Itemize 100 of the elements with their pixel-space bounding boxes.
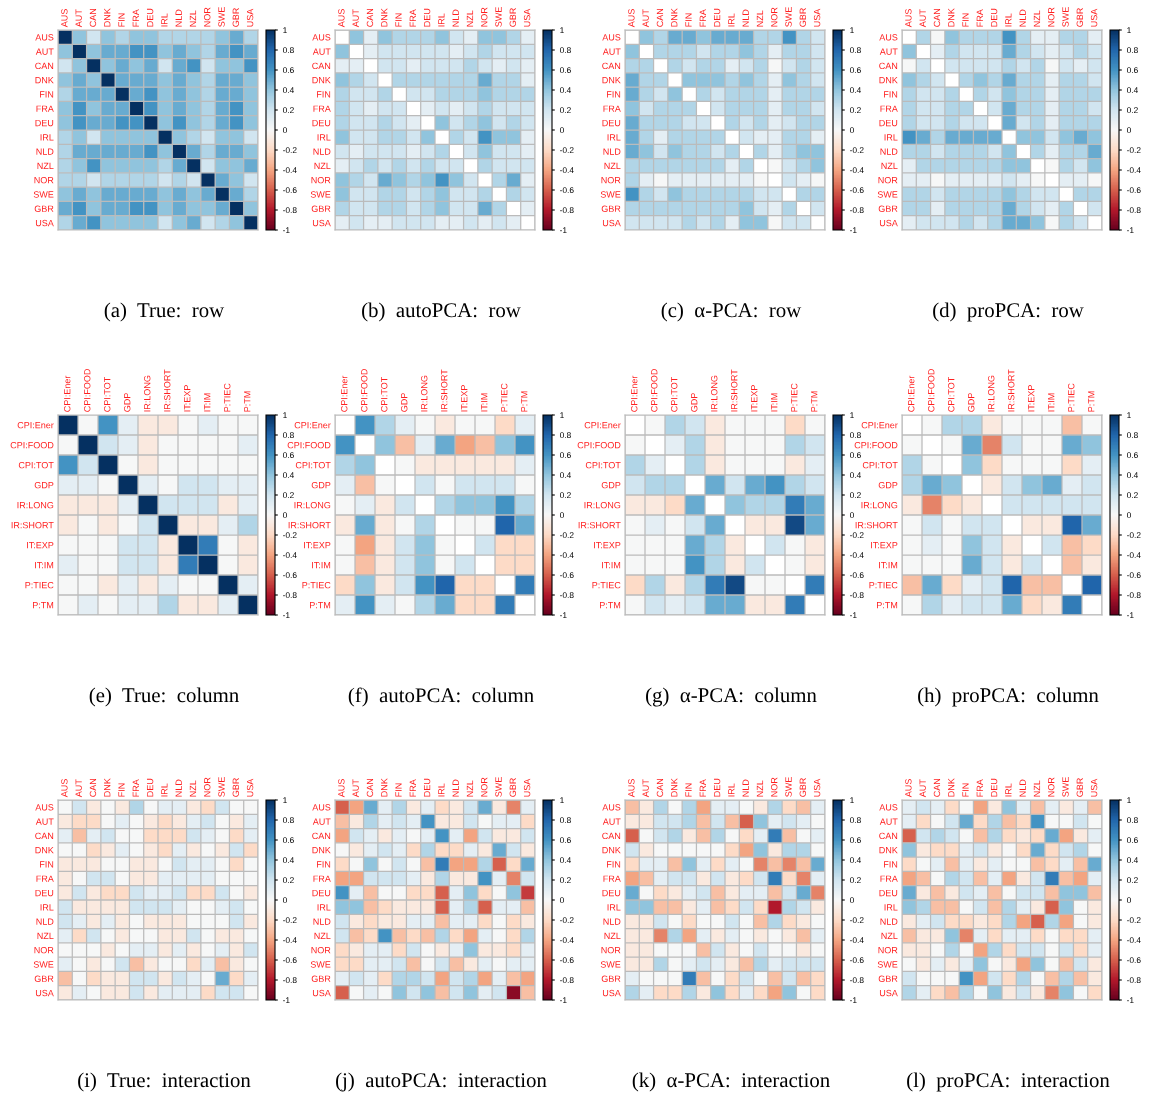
y-tick-label: SWE <box>33 191 54 198</box>
y-tick-label: NZL <box>604 162 621 169</box>
x-tick-label: P:TIEC <box>791 383 798 412</box>
y-tick-label: FIN <box>40 91 54 98</box>
y-tick-label: NLD <box>313 918 331 925</box>
color-bar-label: 0.6 <box>849 67 861 74</box>
x-tick-label: DEU <box>423 778 431 797</box>
y-tick-label: SWE <box>877 191 898 198</box>
y-tick-label: NLD <box>36 148 54 155</box>
y-tick-label: DNK <box>312 77 331 84</box>
color-bar-label: -0.8 <box>850 977 864 984</box>
y-tick-label: CPI:Ener <box>584 421 621 429</box>
color-bar-label: -0.8 <box>850 207 864 214</box>
y-tick-label: P:TM <box>877 602 898 609</box>
y-tick-label: P:TIEC <box>25 581 54 589</box>
y-tick-label: CAN <box>35 62 54 70</box>
x-tick-label: AUS <box>338 9 345 28</box>
y-tick-label: IR:LONG <box>584 501 621 509</box>
y-tick-label: FIN <box>884 91 898 98</box>
y-tick-label: IRL <box>884 134 898 141</box>
y-tick-label: FRA <box>313 875 331 882</box>
y-tick-label: FRA <box>36 875 54 882</box>
x-tick-label: AUT <box>75 779 82 798</box>
y-tick-label: AUS <box>602 34 621 41</box>
x-tick-label: IR:LONG <box>988 375 995 412</box>
y-tick-label: P:TM <box>33 602 54 609</box>
x-tick-label: DNK <box>381 8 388 27</box>
x-tick-label: SWE <box>218 777 225 797</box>
x-tick-label: CPI:FOOD <box>928 369 935 412</box>
x-tick-label: NLD <box>452 779 459 797</box>
y-tick-label: USA <box>312 219 331 227</box>
x-tick-label: CPI:FOOD <box>651 369 658 412</box>
text: (c) α-PCA: row <box>661 302 802 322</box>
x-tick-label: GDP <box>401 393 408 412</box>
y-tick-label: CPI:TOT <box>295 461 331 469</box>
x-tick-label: GDP <box>691 393 698 412</box>
x-tick-label: NZL <box>189 10 197 27</box>
x-tick-label: P:TM <box>521 391 528 412</box>
x-tick-label: CAN <box>89 778 97 797</box>
color-bar-label: -0.4 <box>560 937 574 944</box>
x-tick-label: IR:SHORT <box>441 369 448 412</box>
y-tick-label: AUS <box>602 804 621 811</box>
color-bar-label: 0.6 <box>1126 67 1138 74</box>
color-bar-label: -0.2 <box>1127 917 1141 924</box>
color-bar-label: -1 <box>850 997 857 1004</box>
y-tick-label: NOR <box>878 946 898 954</box>
y-tick-label: USA <box>35 219 54 227</box>
y-tick-label: DEU <box>879 889 898 897</box>
y-tick-label: DEU <box>879 119 898 127</box>
x-tick-label: GBR <box>232 778 239 797</box>
x-tick-label: USA <box>246 778 254 797</box>
x-tick-label: DEU <box>990 778 998 797</box>
color-bar-label: 0.2 <box>282 492 294 499</box>
y-tick-label: NLD <box>880 148 898 155</box>
x-tick-label: IT:EXP <box>751 385 758 412</box>
y-tick-label: IT:IM <box>879 562 898 569</box>
color-bar-label: 0.4 <box>849 87 861 94</box>
color-bar-label: 0.2 <box>1126 107 1138 114</box>
color-bar-label: -0.4 <box>283 937 297 944</box>
y-tick-label: AUS <box>312 34 331 41</box>
x-tick-label: P:TIEC <box>1068 383 1075 412</box>
color-bar-label: -0.8 <box>1127 977 1141 984</box>
x-tick-label: FIN <box>118 783 125 797</box>
y-tick-label: GBR <box>34 975 54 982</box>
color-bar-label: 0 <box>282 512 287 519</box>
y-tick-label: AUT <box>879 818 898 825</box>
x-tick-label: IR:LONG <box>711 375 718 412</box>
text: (l) proPCA: interaction <box>907 1072 1110 1092</box>
x-tick-label: SWE <box>495 7 502 27</box>
x-tick-label: CAN <box>656 8 664 27</box>
color-bar-label: 0 <box>559 127 564 134</box>
y-tick-label: GDP <box>34 481 54 489</box>
x-tick-label: NLD <box>1019 9 1026 27</box>
y-tick-label: CPI:Ener <box>294 421 331 429</box>
x-tick-label: USA <box>523 8 531 27</box>
color-bar-label: -0.4 <box>1127 167 1141 174</box>
x-tick-label: GBR <box>232 8 239 27</box>
x-tick-label: AUS <box>61 9 68 28</box>
x-tick-label: AUS <box>628 9 635 28</box>
color-bar-label: 0.8 <box>1126 817 1138 824</box>
color-bar-label: -0.6 <box>1127 957 1141 964</box>
x-tick-label: CPI:TOT <box>948 376 955 412</box>
color-bar-label: 0.8 <box>849 432 861 439</box>
y-tick-label: AUT <box>312 48 331 55</box>
color-bar-label: 1 <box>1127 797 1131 804</box>
color-bar-label: 0.4 <box>282 472 294 479</box>
color-bar-label: 0.6 <box>1126 452 1138 459</box>
y-tick-label: AUT <box>312 818 331 825</box>
color-bar-label: -0.6 <box>283 957 297 964</box>
x-tick-label: DNK <box>671 778 678 797</box>
y-tick-label: NOR <box>311 176 331 184</box>
x-tick-label: SWE <box>218 7 225 27</box>
color-bar-label: -1 <box>283 997 290 1004</box>
x-tick-label: IRL <box>161 783 168 797</box>
x-tick-label: FIN <box>962 13 969 27</box>
x-tick-label: IT:EXP <box>184 385 191 412</box>
x-tick-label: NZL <box>466 780 474 797</box>
y-tick-label: IR:SHORT <box>578 521 621 529</box>
y-tick-label: CAN <box>602 62 621 70</box>
y-tick-label: DNK <box>879 77 898 84</box>
